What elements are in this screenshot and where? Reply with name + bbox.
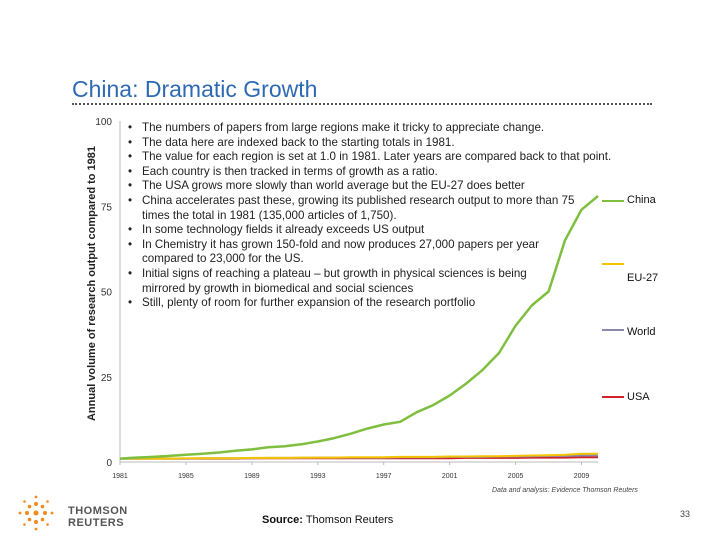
bullet-item: In some technology fields it already exc… [128, 223, 718, 238]
x-tick-label: 1985 [178, 473, 194, 480]
legend-china: China [627, 194, 656, 206]
x-tick-label: 1993 [310, 473, 326, 480]
bullet-item: The USA grows more slowly than world ave… [128, 179, 718, 194]
bullet-item: Each country is then tracked in terms of… [128, 165, 718, 180]
legend-eu27: EU-27 [627, 272, 659, 284]
title-underline [72, 103, 652, 105]
bullet-item: The data here are indexed back to the st… [128, 136, 718, 151]
bullet-item: Still, plenty of room for further expans… [128, 296, 718, 311]
x-tick-label: 2009 [574, 473, 590, 480]
data-credit: Data and analysis: Evidence Thomson Reut… [492, 487, 638, 494]
logo-text: THOMSON REUTERS [68, 505, 128, 529]
x-tick-label: 1997 [376, 473, 392, 480]
source-label: Source: [262, 514, 303, 526]
legend-world: World [627, 326, 656, 338]
thomson-reuters-logo: THOMSON REUTERS [18, 495, 168, 531]
y-tick-label: 50 [101, 288, 113, 299]
y-tick-label: 100 [95, 117, 112, 128]
source-value: Thomson Reuters [305, 514, 394, 526]
bullet-list: The numbers of papers from large regions… [128, 121, 718, 311]
series-line-china [119, 195, 599, 460]
slide-title: China: Dramatic Growth [72, 76, 318, 102]
x-tick-label: 1981 [112, 473, 128, 480]
y-tick-label: 0 [106, 458, 112, 469]
logo-dots-icon [18, 495, 54, 531]
source-note: Source: Thomson Reuters [262, 514, 393, 526]
page-number: 33 [680, 509, 691, 519]
legend-usa: USA [627, 391, 650, 403]
bullet-item: The numbers of papers from large regions… [128, 121, 718, 136]
y-tick-label: 75 [101, 202, 113, 213]
y-axis-label: Annual volume of research output compare… [86, 146, 98, 421]
bullet-item: China accelerates past these, growing it… [128, 194, 587, 223]
x-tick-label: 2005 [508, 473, 524, 480]
x-tick-label: 1989 [244, 473, 260, 480]
bullet-item: Initial signs of reaching a plateau – bu… [128, 267, 562, 296]
bullet-item: The value for each region is set at 1.0 … [128, 150, 718, 165]
series-line-eu-27 [120, 452, 598, 460]
x-tick-label: 2001 [442, 473, 458, 480]
y-tick-label: 25 [101, 373, 113, 384]
bullet-item: In Chemistry it has grown 150-fold and n… [128, 238, 587, 267]
